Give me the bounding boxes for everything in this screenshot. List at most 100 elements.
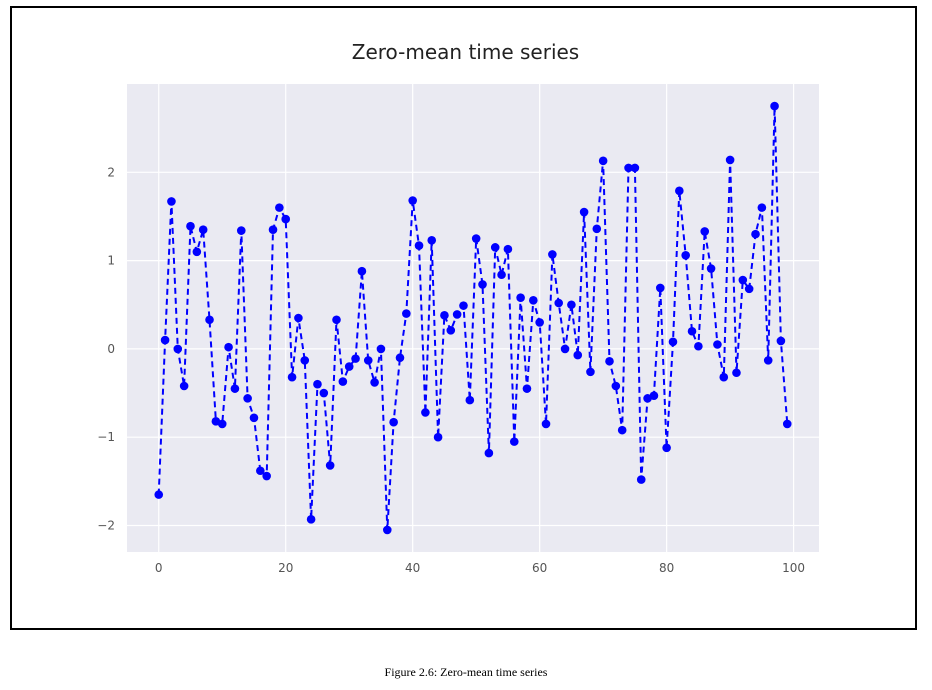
data-point [338,377,348,386]
data-point [452,310,462,319]
data-point [357,266,367,276]
data-point [173,344,183,354]
data-point [275,203,284,212]
data-point [763,356,773,365]
data-point [395,353,405,363]
data-point [732,368,741,378]
data-point [344,362,354,371]
data-point [725,155,735,165]
data-point [205,315,214,325]
data-point [675,186,684,196]
x-tick-label: 40 [405,561,420,575]
data-point [636,475,646,484]
y-tick-label: 2 [107,165,115,179]
data-point [249,413,259,423]
data-point [573,350,583,360]
data-point [370,378,379,387]
data-point [586,367,595,377]
y-tick-label: 0 [107,342,115,356]
data-point [154,490,164,499]
data-point [478,280,487,289]
data-point [567,300,576,310]
data-point [471,234,481,243]
data-point [522,384,532,393]
data-point [243,394,252,403]
data-point [535,318,544,327]
data-point [579,207,589,217]
data-point [503,244,513,254]
data-point [554,298,564,308]
data-point [224,342,233,352]
data-point [605,356,614,366]
data-point [294,313,303,323]
data-point [351,354,360,363]
data-point [509,437,519,446]
data-point [694,341,703,351]
data-point [592,224,602,234]
x-tick-label: 80 [659,561,674,575]
data-point [744,284,754,294]
data-point [192,247,202,257]
data-point [770,101,779,111]
y-tick-label: −1 [97,430,115,444]
data-point [700,227,710,236]
data-point [382,525,392,535]
data-point [529,296,538,305]
data-point [611,381,621,391]
data-point [782,419,792,429]
data-point [319,388,329,398]
data-point [548,250,557,259]
data-point [713,340,722,349]
data-point [560,344,570,354]
data-point [662,443,671,453]
data-point [325,461,335,470]
figure-frame: Zero-mean time series 0 20 40 60 80 100 −2 −1 0 1… [10,6,917,630]
y-tick-label: −2 [97,519,115,533]
data-point [389,417,398,427]
data-point [484,448,494,458]
x-tick-label: 0 [155,561,163,575]
data-point [262,471,271,481]
data-point [751,229,760,239]
data-point [332,315,341,325]
data-point [516,293,525,302]
data-point [776,336,786,346]
data-point [668,337,678,347]
data-point [287,372,297,382]
data-point [490,243,500,252]
data-point [256,466,265,476]
data-point [465,395,475,405]
data-point [313,379,322,389]
data-point [300,356,310,365]
data-point [414,241,424,250]
data-point [459,301,468,310]
data-point [655,283,665,293]
data-point [541,419,551,429]
data-point [306,515,316,524]
data-point [433,432,443,442]
data-point [230,384,240,393]
data-point [687,326,697,336]
data-point [179,381,189,391]
data-point [738,275,748,285]
data-point [681,251,690,260]
x-tick-label: 20 [278,561,293,575]
data-point [630,163,640,173]
line-chart: 0 20 40 60 80 100 −2 −1 0 1 2 [97,84,819,575]
x-tick-label: 60 [532,561,547,575]
data-point [186,221,195,231]
chart-title: Zero-mean time series [351,40,580,64]
data-point [706,264,716,273]
data-point [427,235,437,245]
data-point [167,197,176,206]
data-point [421,408,430,417]
y-tick-label: 1 [107,254,115,268]
data-point [160,335,170,345]
data-point [376,344,386,354]
data-point [624,163,633,173]
data-point [757,203,767,212]
figure-caption: Figure 2.6: Zero-mean time series [384,665,548,679]
data-point [236,226,246,235]
data-point [198,225,208,234]
data-point [408,196,417,205]
